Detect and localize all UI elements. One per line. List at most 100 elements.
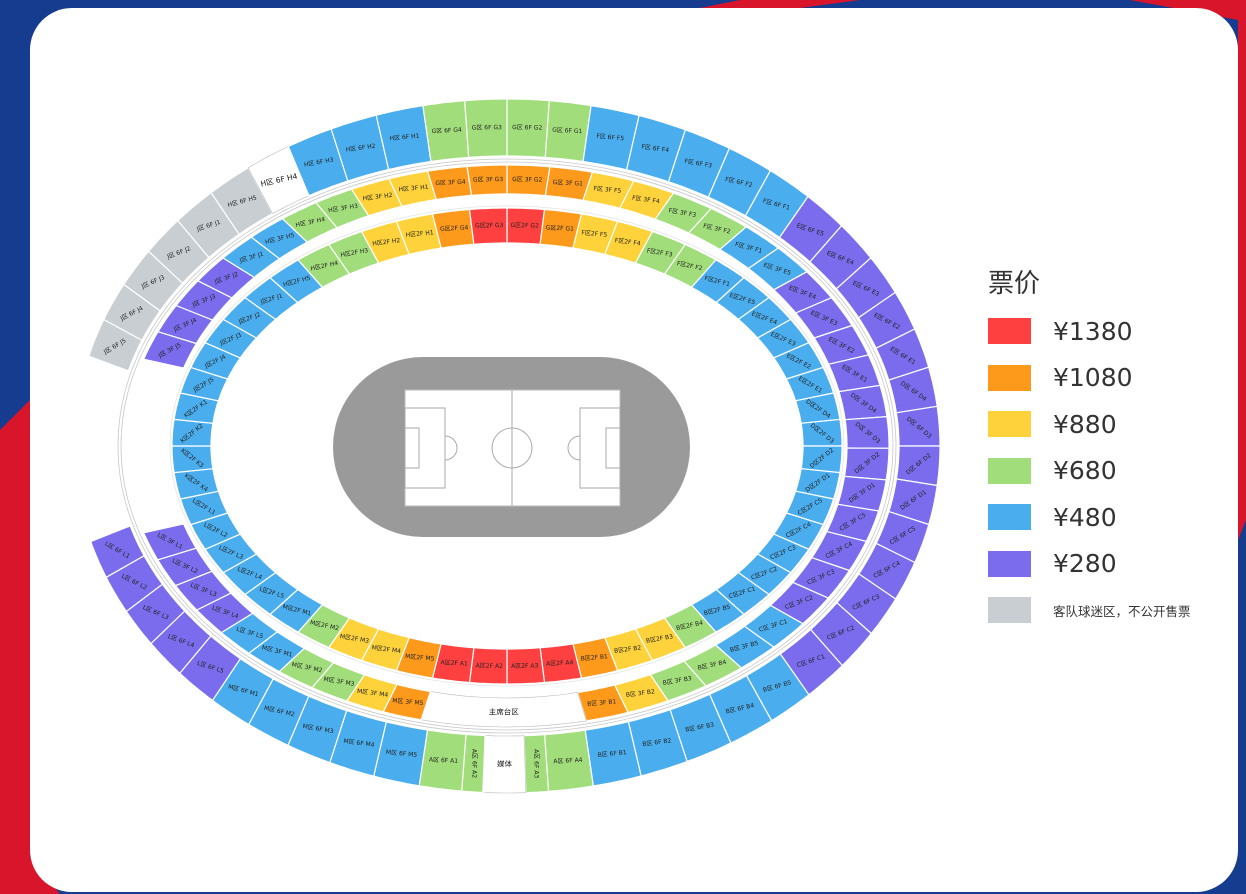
seat-section[interactable]: D区 3F D4 xyxy=(838,384,888,421)
seat-section[interactable]: H区 3F H4 xyxy=(281,201,338,243)
seat-section[interactable]: D区2F D1 xyxy=(794,468,841,500)
seat-section[interactable]: D区2F D2 xyxy=(800,445,843,474)
seat-section[interactable]: C区2F C3 xyxy=(756,533,810,574)
seat-section[interactable]: L区2F L3 xyxy=(204,533,258,574)
section-label: M区2F M3 xyxy=(339,633,369,645)
railing-line xyxy=(117,158,897,734)
seat-section[interactable]: E区2F E4 xyxy=(737,296,792,339)
seat-section[interactable]: C区 3F C1 xyxy=(743,604,804,648)
seat-section[interactable]: L区 3F L3 xyxy=(174,570,232,611)
section-shape xyxy=(468,207,508,245)
seat-section[interactable]: B区2F B5 xyxy=(690,588,745,633)
section-label: H区 3F H1 xyxy=(398,184,429,194)
section-label: M区 3F M4 xyxy=(357,688,389,699)
seat-section[interactable]: A区 6F A3 xyxy=(523,734,550,794)
section-shape xyxy=(142,523,198,561)
section-label: B区2F B3 xyxy=(646,633,674,644)
section-label: G区 3F G4 xyxy=(435,179,466,188)
seat-section[interactable]: L区 6F L4 xyxy=(150,610,212,675)
seat-section[interactable]: C区2F C1 xyxy=(715,571,770,616)
section-label: F区 3F F3 xyxy=(668,207,697,219)
seat-section[interactable]: L区 3F L4 xyxy=(195,592,254,634)
seat-section[interactable]: A区 6F A4 xyxy=(543,729,594,793)
seat-section[interactable]: C区2F C4 xyxy=(772,512,825,551)
seat-section[interactable]: G区 3F G2 xyxy=(506,164,551,197)
seat-section[interactable]: G区 3F G3 xyxy=(466,164,508,197)
swatch-away xyxy=(988,597,1031,624)
seat-section[interactable]: D区2F D3 xyxy=(800,418,843,447)
seat-section[interactable]: F区 6F F2 xyxy=(707,147,772,217)
section-shape xyxy=(90,525,145,579)
seat-section[interactable]: K区2F K1 xyxy=(173,392,220,424)
seat-section[interactable]: G区 3F G4 xyxy=(426,165,473,201)
seat-section[interactable]: E区 6F E1 xyxy=(875,328,930,381)
section-label: A区2F A2 xyxy=(476,662,504,669)
seat-section[interactable]: C区 3F C3 xyxy=(791,556,851,599)
seat-section[interactable]: K区2F K2 xyxy=(171,418,214,447)
seat-section[interactable]: E区 3F E4 xyxy=(772,271,833,314)
seat-section[interactable]: E区 3F E2 xyxy=(813,324,870,365)
seat-section[interactable]: K区2F K3 xyxy=(171,445,214,474)
seat-section[interactable]: D区 3F D1 xyxy=(837,475,887,512)
seat-section[interactable]: A区2F A2 xyxy=(468,647,508,685)
seat-section[interactable]: L区 3F L2 xyxy=(156,547,213,587)
seat-section[interactable]: F区 6F F1 xyxy=(744,169,809,239)
section-label: F区2F F5 xyxy=(581,229,608,238)
swatch-1380 xyxy=(988,318,1031,345)
frame-stripe xyxy=(700,0,860,8)
section-shape xyxy=(466,164,508,197)
section-label: A区 6F A4 xyxy=(553,757,583,766)
seat-section[interactable]: D区2F D4 xyxy=(794,392,841,424)
section-label: G区2F G1 xyxy=(545,224,574,233)
legend-price: ¥280 xyxy=(1053,549,1117,579)
seat-section[interactable]: D区 3F D3 xyxy=(844,415,890,449)
seat-section[interactable]: B区 6F B4 xyxy=(708,674,773,744)
seat-section[interactable]: E区2F E2 xyxy=(772,341,825,380)
section-label: G区 3F G2 xyxy=(512,176,543,184)
seat-section: 媒体 xyxy=(482,735,527,794)
center-circle xyxy=(491,427,533,469)
seat-section[interactable]: E区 3F E1 xyxy=(827,354,881,393)
section-label: B区 3F B1 xyxy=(587,698,617,708)
seat-section[interactable]: G区 6F G3 xyxy=(464,98,508,159)
section-label: F区2F F3 xyxy=(646,247,673,258)
section-label: H区2F H2 xyxy=(372,237,401,248)
legend-price: ¥480 xyxy=(1053,502,1117,532)
seat-section[interactable]: L区 6F L1 xyxy=(90,525,145,579)
seat-section[interactable]: D区 6F D1 xyxy=(888,478,938,526)
section-label: H区 3F H3 xyxy=(328,203,359,215)
seat-section[interactable]: E区 3F E3 xyxy=(794,296,854,339)
seat-section[interactable]: K区2F K4 xyxy=(173,468,220,500)
section-label: 主席台区 xyxy=(489,706,520,716)
seat-section[interactable]: J区 3F J1 xyxy=(222,236,281,279)
section-label: M区 3F M5 xyxy=(392,697,424,707)
legend-item-680: ¥680 xyxy=(988,448,1191,495)
seat-section[interactable]: E区2F E1 xyxy=(785,366,835,402)
price-legend: 票价 ¥1380 ¥1080 ¥880 ¥680 ¥480 ¥280 客队球迷区… xyxy=(988,266,1191,634)
seat-section[interactable]: B区 3F B4 xyxy=(683,644,743,687)
seat-section[interactable]: L区 3F L1 xyxy=(142,523,198,561)
swatch-280 xyxy=(988,550,1031,577)
seat-section[interactable]: D区 6F D2 xyxy=(895,445,941,487)
seat-section[interactable]: J区2F J3 xyxy=(204,318,258,359)
seat-section[interactable]: L区 6F L5 xyxy=(178,635,242,702)
seat-section[interactable]: H区 3F H5 xyxy=(250,217,309,260)
seat-section[interactable]: A区2F A3 xyxy=(506,647,546,685)
seat-section[interactable]: G区 6F G2 xyxy=(506,98,550,159)
seat-section[interactable]: C区 3F C4 xyxy=(810,530,868,572)
seat-section[interactable]: J区 3F J5 xyxy=(142,330,198,369)
seat-section[interactable]: G区 6F G4 xyxy=(422,100,470,163)
section-label: A区 6F A1 xyxy=(429,756,459,765)
section-label: H区 6F H2 xyxy=(345,143,376,154)
seat-section[interactable]: B区2F B4 xyxy=(663,603,717,649)
seat-section[interactable]: L区 3F L5 xyxy=(220,612,279,654)
seat-section[interactable]: D区 6F D3 xyxy=(895,405,941,447)
right-goal-area xyxy=(605,427,621,469)
seat-section[interactable]: G区2F G3 xyxy=(468,207,508,245)
section-shape xyxy=(464,98,508,159)
seat-section[interactable]: D区 3F D2 xyxy=(843,447,890,481)
section-label: M区 6F M4 xyxy=(343,738,375,749)
seat-section[interactable]: G区2F G2 xyxy=(506,207,546,245)
